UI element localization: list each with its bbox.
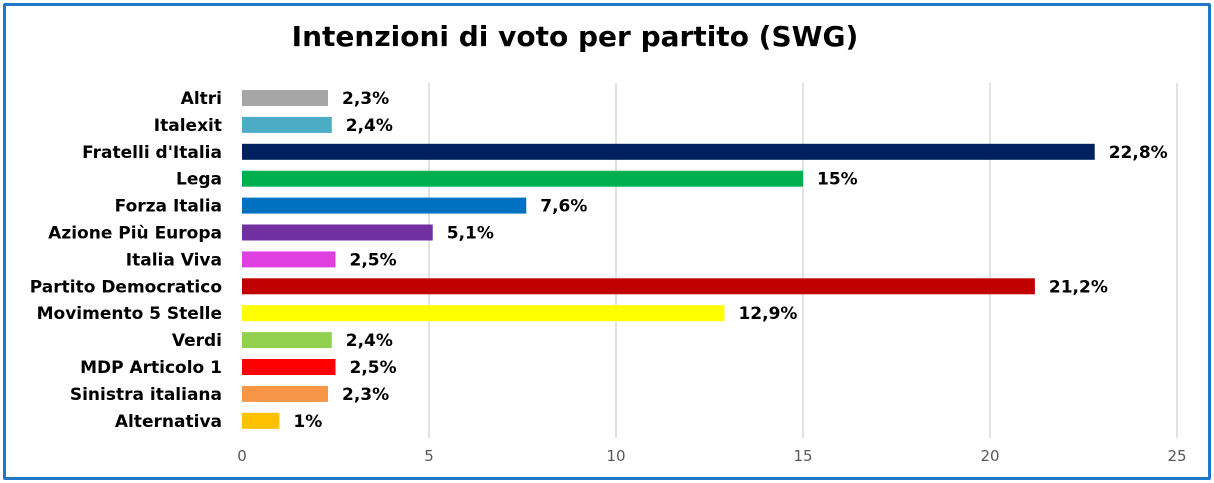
- bar: [242, 412, 280, 429]
- gridlines: [428, 83, 1178, 438]
- bar: [242, 116, 332, 133]
- x-axis-ticks: 0 5 10 15 20 25: [237, 447, 1186, 465]
- category-label: Movimento 5 Stelle: [37, 304, 222, 324]
- bars: [242, 90, 1095, 429]
- chart-title: Intenzioni di voto per partito (SWG): [291, 20, 859, 53]
- x-tick-label: 0: [237, 447, 247, 465]
- value-label: 12,9%: [738, 304, 797, 324]
- bar: [242, 385, 329, 402]
- bar: [242, 90, 329, 106]
- value-label: 15%: [817, 170, 858, 190]
- value-label: 5,1%: [447, 224, 494, 244]
- bar: [242, 359, 336, 375]
- bar: [242, 170, 803, 187]
- bar: [242, 224, 433, 241]
- category-label: Lega: [176, 170, 222, 190]
- category-label: Partito Democratico: [30, 277, 222, 297]
- category-label: Verdi: [172, 331, 222, 351]
- bar: [242, 278, 1035, 295]
- value-label: 7,6%: [540, 197, 587, 217]
- x-tick-label: 20: [980, 447, 999, 465]
- category-label: Altri: [181, 89, 222, 109]
- value-label: 1%: [293, 412, 322, 432]
- category-label: Italia Viva: [126, 250, 222, 270]
- bar: [242, 251, 336, 268]
- value-label: 2,5%: [350, 250, 397, 270]
- category-label: Alternativa: [115, 412, 222, 432]
- value-label: 2,4%: [346, 116, 393, 136]
- value-label: 2,5%: [350, 358, 397, 378]
- category-label: Fratelli d'Italia: [82, 143, 222, 163]
- value-label: 2,3%: [342, 385, 389, 405]
- x-tick-label: 15: [793, 447, 812, 465]
- chart-frame: [3, 3, 1211, 480]
- value-labels: 2,3% 2,4% 22,8% 15% 7,6% 5,1% 2,5% 21,2% 12,9% 2,…: [293, 89, 1167, 432]
- value-label: 2,4%: [346, 331, 393, 351]
- category-label: Azione Più Europa: [48, 224, 222, 244]
- value-label: 2,3%: [342, 89, 389, 109]
- bar: [242, 305, 725, 322]
- category-label: Forza Italia: [115, 197, 222, 217]
- bar: [242, 143, 1095, 160]
- category-label: Italexit: [154, 116, 222, 136]
- bar: [242, 332, 332, 349]
- x-tick-label: 25: [1167, 447, 1186, 465]
- category-labels: Altri Italexit Fratelli d'Italia Lega Forza …: [30, 89, 222, 432]
- value-label: 21,2%: [1049, 277, 1108, 297]
- category-label: Sinistra italiana: [70, 385, 222, 405]
- x-tick-label: 10: [606, 447, 625, 465]
- value-label: 22,8%: [1109, 143, 1168, 163]
- x-tick-label: 5: [424, 447, 434, 465]
- bar: [242, 197, 527, 214]
- category-label: MDP Articolo 1: [80, 358, 222, 378]
